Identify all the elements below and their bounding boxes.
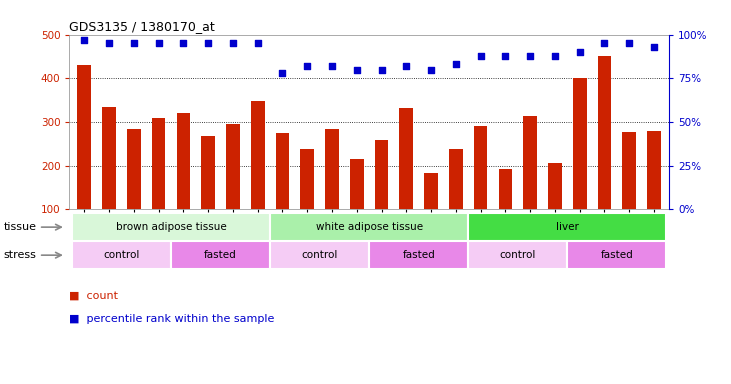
- Point: [450, 61, 462, 67]
- Point: [326, 63, 338, 69]
- Bar: [270, 241, 369, 269]
- Bar: [226, 124, 240, 209]
- Point: [474, 53, 486, 59]
- Point: [351, 66, 363, 73]
- Bar: [598, 56, 611, 209]
- Bar: [201, 136, 215, 209]
- Point: [301, 63, 313, 69]
- Text: ■  percentile rank within the sample: ■ percentile rank within the sample: [69, 314, 275, 324]
- Bar: [270, 213, 469, 241]
- Point: [549, 53, 561, 59]
- Text: fasted: fasted: [204, 250, 237, 260]
- Text: control: control: [103, 250, 140, 260]
- Bar: [449, 149, 463, 209]
- Bar: [177, 113, 190, 209]
- Bar: [276, 133, 289, 209]
- Bar: [72, 241, 171, 269]
- Point: [599, 40, 610, 46]
- Text: white adipose tissue: white adipose tissue: [316, 222, 423, 232]
- Text: stress: stress: [4, 250, 37, 260]
- Bar: [171, 241, 270, 269]
- Bar: [469, 241, 567, 269]
- Bar: [300, 149, 314, 209]
- Text: tissue: tissue: [4, 222, 37, 232]
- Point: [401, 63, 412, 69]
- Bar: [548, 162, 561, 209]
- Bar: [369, 241, 469, 269]
- Point: [153, 40, 164, 46]
- Text: GDS3135 / 1380170_at: GDS3135 / 1380170_at: [69, 20, 215, 33]
- Bar: [567, 241, 667, 269]
- Bar: [325, 129, 338, 209]
- Bar: [573, 78, 586, 209]
- Text: fasted: fasted: [600, 250, 633, 260]
- Point: [103, 40, 115, 46]
- Bar: [350, 159, 363, 209]
- Bar: [469, 213, 667, 241]
- Point: [227, 40, 239, 46]
- Text: ■  count: ■ count: [69, 291, 118, 301]
- Bar: [251, 101, 265, 209]
- Point: [128, 40, 140, 46]
- Bar: [474, 126, 488, 209]
- Bar: [400, 108, 413, 209]
- Text: control: control: [301, 250, 338, 260]
- Bar: [523, 116, 537, 209]
- Bar: [72, 213, 270, 241]
- Point: [624, 40, 635, 46]
- Text: control: control: [499, 250, 536, 260]
- Bar: [622, 132, 636, 209]
- Point: [524, 53, 536, 59]
- Point: [376, 66, 387, 73]
- Point: [276, 70, 288, 76]
- Text: fasted: fasted: [402, 250, 435, 260]
- Point: [252, 40, 264, 46]
- Text: brown adipose tissue: brown adipose tissue: [115, 222, 227, 232]
- Bar: [152, 118, 165, 209]
- Bar: [102, 107, 116, 209]
- Bar: [499, 169, 512, 209]
- Text: liver: liver: [556, 222, 579, 232]
- Bar: [375, 140, 388, 209]
- Point: [574, 49, 586, 55]
- Bar: [647, 131, 661, 209]
- Bar: [424, 173, 438, 209]
- Point: [78, 37, 90, 43]
- Point: [499, 53, 511, 59]
- Point: [202, 40, 214, 46]
- Point: [648, 44, 660, 50]
- Bar: [77, 65, 91, 209]
- Bar: [127, 129, 140, 209]
- Point: [178, 40, 189, 46]
- Point: [425, 66, 437, 73]
